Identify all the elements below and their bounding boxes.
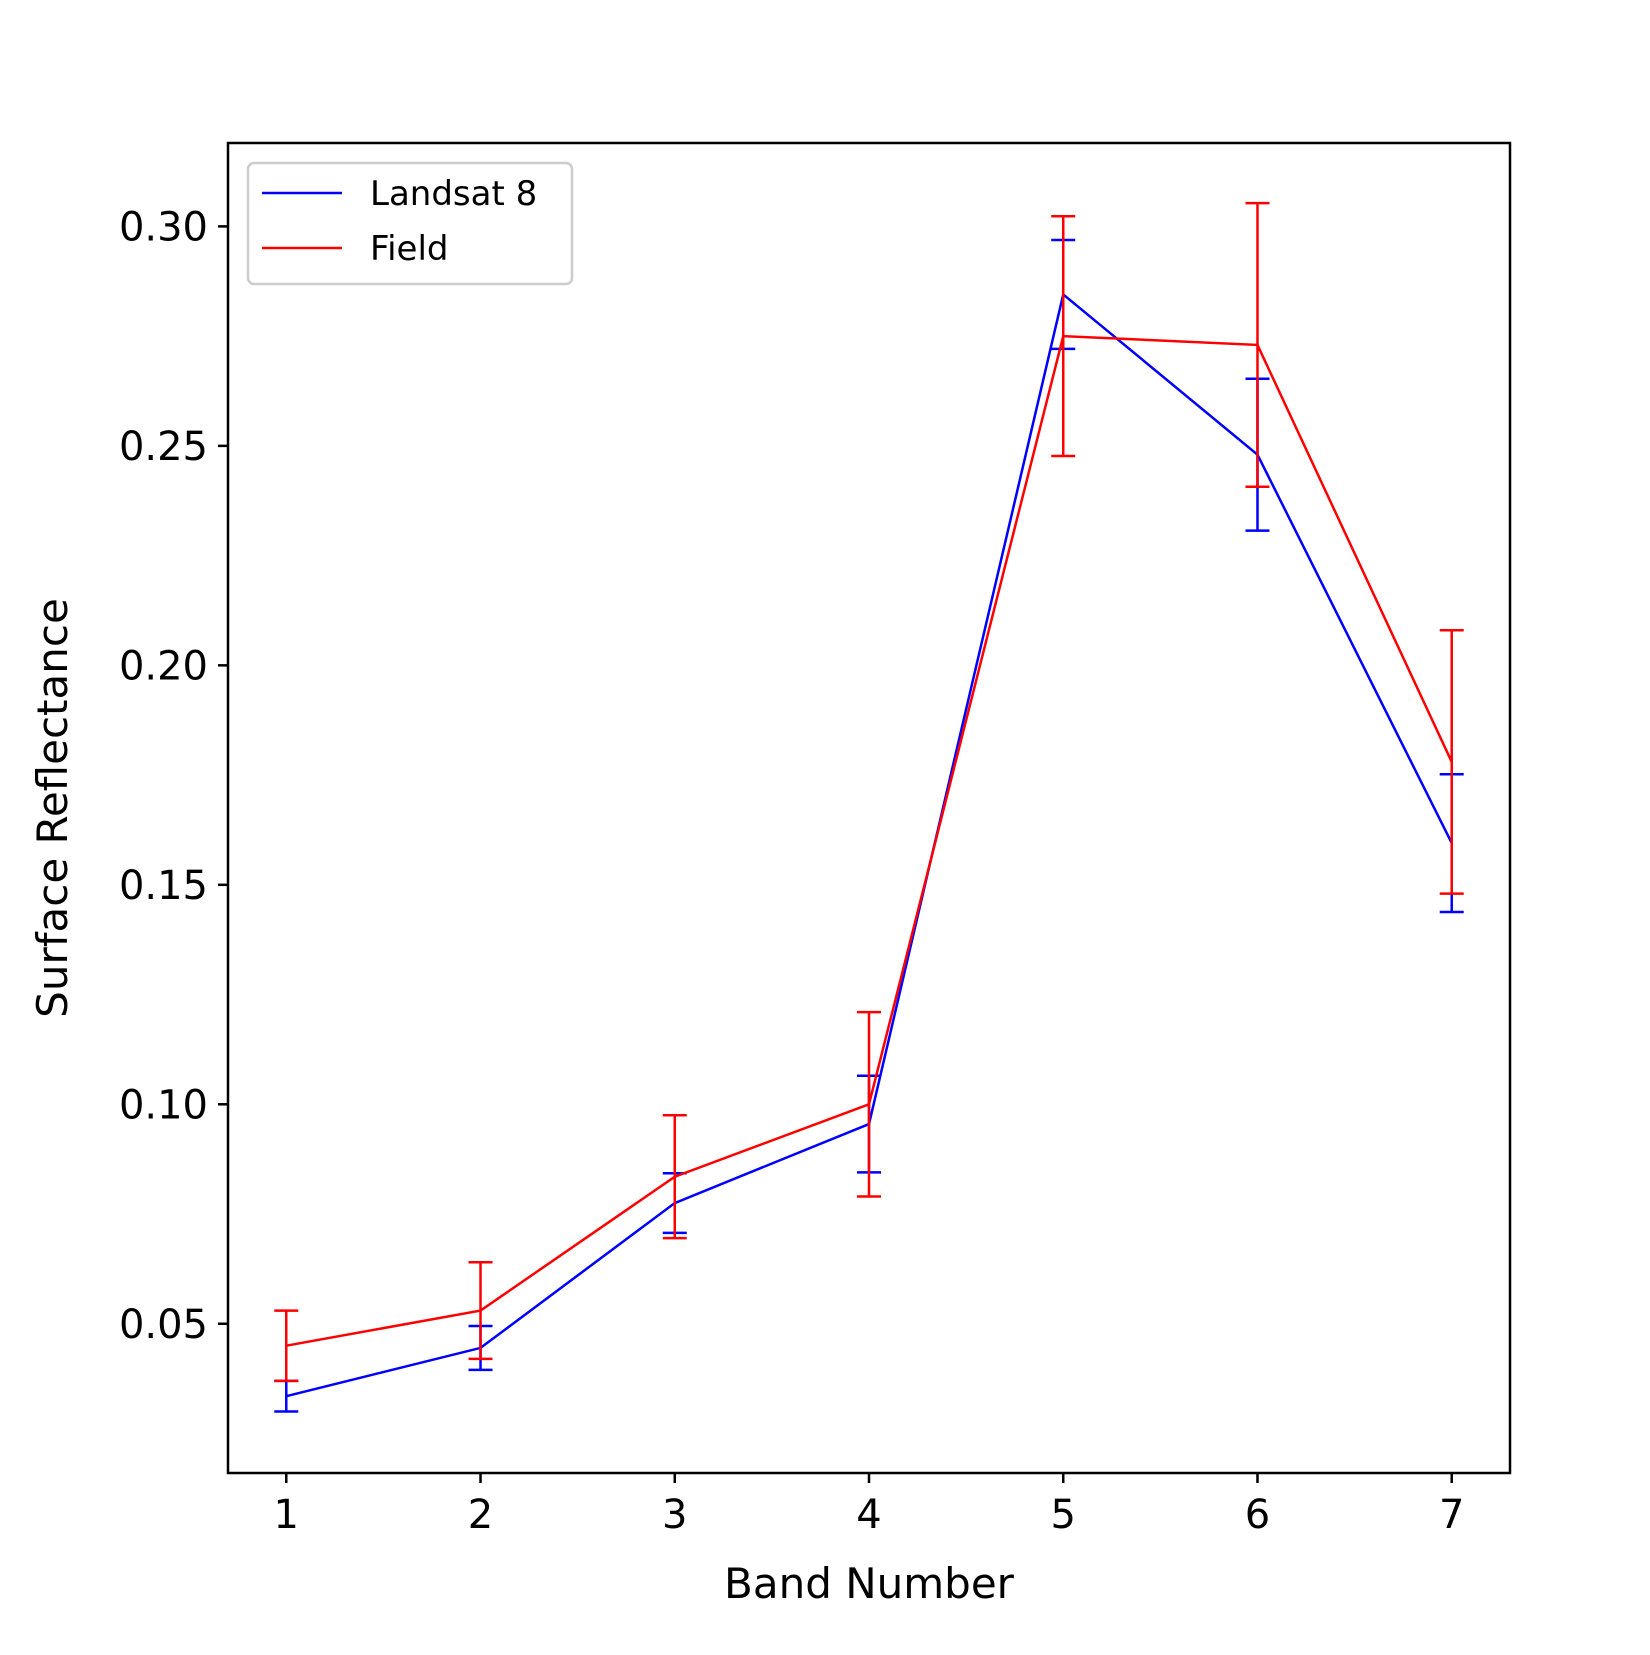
x-tick-label-3: 3 (662, 1492, 687, 1538)
x-tick-label-7: 7 (1439, 1492, 1464, 1538)
x-tick-label-2: 2 (468, 1492, 493, 1538)
legend-label-landsat: Landsat 8 (370, 174, 537, 214)
y-tick-label-0.05: 0.05 (119, 1302, 208, 1348)
y-tick-label-0.25: 0.25 (119, 424, 208, 470)
plot-background (228, 143, 1510, 1473)
y-axis: 0.05 0.10 0.15 0.20 0.25 0.30 (119, 204, 228, 1348)
series-2 (274, 201, 1464, 1383)
x-axis-label: Band Number (724, 1559, 1015, 1608)
x-axis: 1 2 3 4 5 6 7 (274, 1473, 1464, 1538)
legend-label-field: Field (370, 229, 448, 269)
legend: Landsat 8 Field (246, 161, 574, 286)
y-axis-label: Surface Reflectance (28, 598, 77, 1018)
x-tick-label-6: 6 (1245, 1492, 1270, 1538)
y-tick-label-0.10: 0.10 (119, 1082, 208, 1128)
x-tick-label-5: 5 (1051, 1492, 1076, 1538)
series-layer (274, 201, 1464, 1413)
y-tick-label-0.15: 0.15 (119, 863, 208, 909)
y-tick-label-0.30: 0.30 (119, 204, 208, 250)
x-tick-label-4: 4 (856, 1492, 881, 1538)
x-tick-label-1: 1 (274, 1492, 299, 1538)
y-tick-label-0.20: 0.20 (119, 643, 208, 689)
series-line-2 (286, 334, 1453, 1347)
